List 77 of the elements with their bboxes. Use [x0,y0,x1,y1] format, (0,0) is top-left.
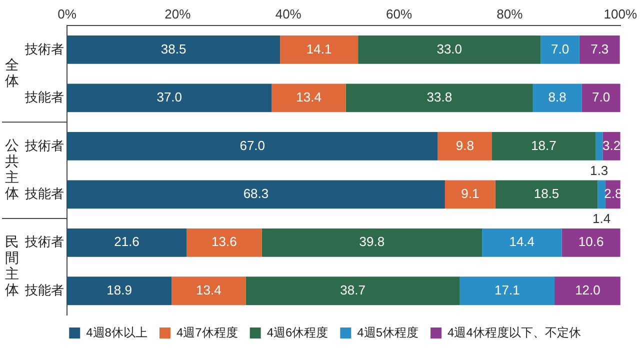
legend-label: 4週7休程度 [176,325,238,340]
bar [482,228,562,257]
data-label: 7.0 [592,90,610,105]
text: 民間主体 [5,234,19,298]
bar [346,84,533,112]
bar [172,276,246,306]
y-tick-label: 技能者 [24,90,64,105]
legend-label: 4週5休程度 [357,325,419,340]
data-label: 18.9 [106,282,132,298]
data-label: 1.4 [592,211,611,226]
data-label: 7.0 [551,41,570,56]
y-tick-label: 技術者 [24,41,64,56]
x-tick-label: 40% [275,6,302,22]
data-label: 21.6 [114,234,140,250]
bar [582,84,620,112]
bar [186,228,262,257]
data-label: 33.8 [426,90,452,105]
data-label: 13.4 [196,282,222,298]
bar [280,36,358,64]
legend-label: 4週4休程度以下、不定休 [448,325,581,340]
data-label: 9.1 [461,186,480,201]
data-label: 38.5 [160,41,186,56]
x-tick-label: 80% [496,6,524,22]
legend-label: 4週6休程度 [266,325,328,340]
bar [438,132,492,160]
data-label: 14.1 [306,41,332,56]
bar [246,276,460,306]
data-label: 38.7 [340,282,366,298]
legend-label: 4週8休以上 [86,325,148,340]
text: 公共主体 [5,137,19,202]
data-label: 8.8 [548,90,566,105]
data-label: 33.0 [436,41,462,56]
data-label: 10.6 [578,234,604,250]
data-label: 67.0 [240,138,266,153]
bar [554,276,620,306]
bar [562,228,620,257]
bar [460,276,555,306]
bar [67,132,438,160]
bar [67,36,280,64]
bar [444,180,496,209]
x-tick-label: 20% [164,6,192,22]
bar [67,228,187,257]
data-label: 3.2 [602,138,621,153]
x-tick-label: 60% [386,6,412,22]
x-tick-label: 100% [604,6,638,22]
text: 全体 [5,56,19,89]
data-label: 13.4 [296,90,322,105]
y-tick-label: 技能者 [24,282,64,298]
bar [358,36,541,64]
bar [492,132,596,160]
bar [595,132,603,160]
y-tick-label: 技術者 [24,138,64,153]
bar [67,180,445,209]
bar [495,180,598,209]
x-tick-label: 0% [58,6,77,22]
bar [532,84,582,112]
data-label: 13.6 [212,234,237,250]
bar [598,180,606,209]
data-label: 7.3 [590,41,609,56]
data-label: 18.5 [534,186,560,201]
data-label: 14.4 [509,234,535,250]
bar [579,36,620,64]
bar [67,84,272,112]
data-label: 17.1 [494,282,520,298]
bar [67,276,172,306]
data-label: 9.8 [456,138,474,153]
data-label: 1.3 [590,162,608,178]
y-tick-label: 技能者 [24,186,64,201]
data-label: 39.8 [359,234,385,250]
bar [262,228,482,257]
bar [540,36,580,64]
data-label: 12.0 [575,282,600,298]
y-tick-label: 技術者 [24,234,64,250]
data-label: 68.3 [243,186,269,201]
data-label: 18.7 [531,138,556,153]
data-label: 37.0 [156,90,182,105]
bar [272,84,346,112]
